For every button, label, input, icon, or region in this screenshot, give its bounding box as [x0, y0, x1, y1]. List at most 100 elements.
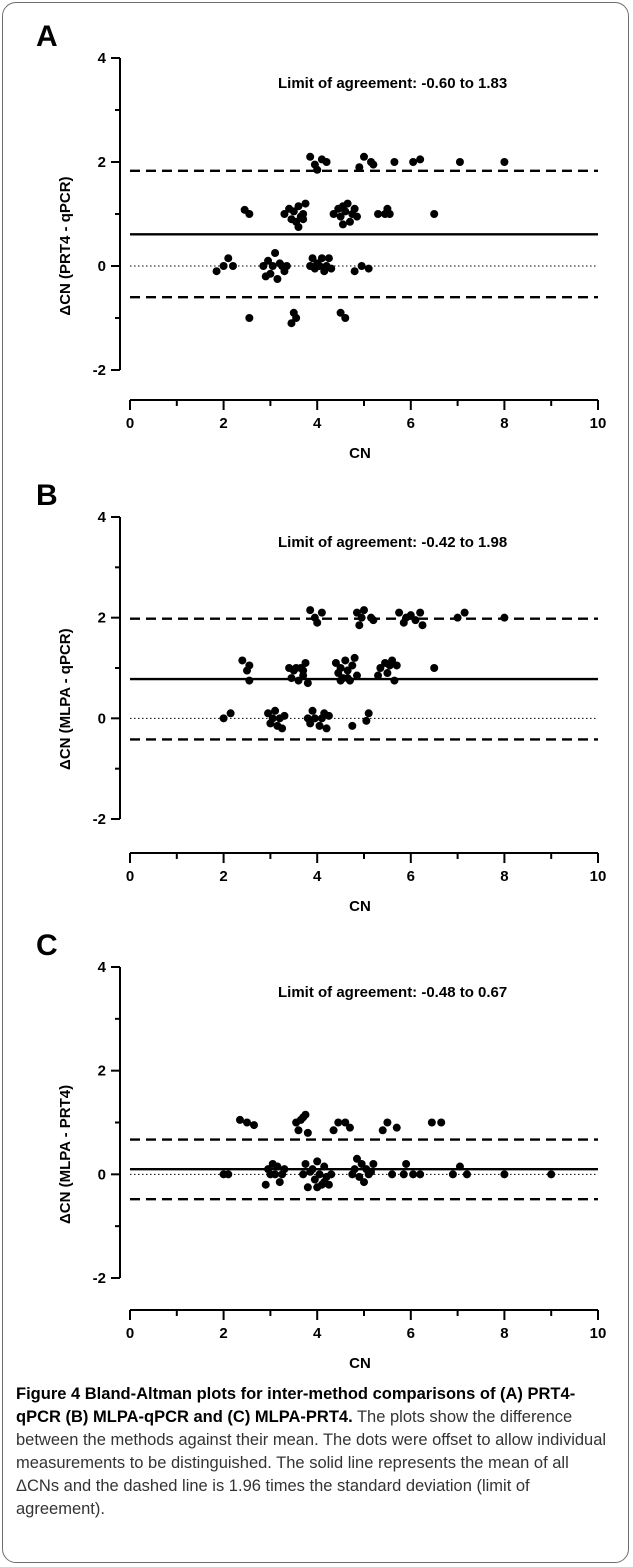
data-point: [287, 674, 296, 683]
data-point: [352, 608, 361, 617]
data-point: [264, 709, 273, 718]
data-point: [350, 267, 359, 276]
x-tick-label: 6: [407, 868, 415, 885]
data-point: [294, 202, 303, 211]
data-point: [411, 616, 420, 625]
data-point: [273, 275, 282, 283]
data-point: [289, 207, 298, 216]
data-point: [336, 664, 345, 672]
data-point: [341, 314, 350, 322]
data-point: [268, 262, 277, 270]
x-tick-label: 6: [407, 1325, 415, 1342]
limit-of-agreement-annotation: Limit of agreement: -0.42 to 1.98: [278, 534, 507, 551]
data-point: [299, 215, 308, 224]
data-point: [278, 724, 287, 733]
x-tick-label: 4: [313, 1325, 322, 1342]
data-point: [294, 676, 303, 685]
data-point: [427, 1118, 436, 1127]
y-axis-title: ΔCN (PRT4 - qPCR): [57, 176, 74, 315]
data-point: [364, 264, 373, 273]
data-point: [324, 711, 333, 720]
data-point: [388, 656, 397, 665]
data-point: [364, 709, 373, 718]
data-point: [409, 1170, 418, 1179]
data-point: [357, 262, 366, 270]
x-axis-title: CN: [349, 445, 371, 462]
data-point: [299, 1113, 308, 1122]
data-point: [406, 611, 415, 620]
data-point: [243, 1118, 251, 1127]
data-point: [303, 1183, 312, 1192]
data-point: [299, 666, 308, 675]
data-point: [313, 165, 322, 174]
x-tick-label: 8: [500, 415, 508, 432]
x-tick-label: 10: [590, 1325, 607, 1342]
data-point: [395, 608, 404, 617]
data-point: [378, 1126, 387, 1135]
x-tick-label: 0: [126, 1325, 134, 1342]
data-point: [500, 613, 509, 622]
x-tick-label: 4: [313, 868, 322, 885]
data-point: [301, 658, 310, 667]
figure-caption: Figure 4 Bland-Altman plots for inter-me…: [16, 1383, 616, 1521]
data-point: [294, 1126, 303, 1135]
data-point: [399, 1170, 408, 1179]
x-tick-label: 0: [126, 415, 134, 432]
data-point: [430, 210, 439, 218]
data-point: [343, 666, 352, 675]
data-point: [264, 256, 273, 265]
data-point: [310, 714, 319, 723]
x-tick-label: 10: [590, 868, 607, 885]
data-point: [322, 724, 331, 733]
data-point: [369, 616, 378, 625]
data-point: [416, 155, 425, 164]
data-point: [345, 217, 354, 226]
data-point: [303, 679, 312, 688]
panel-c: C -2 0 2 4 0 2 4 6 8 10 CN ΔCN (MLPA - PRT4) Limit of…: [36, 929, 606, 1372]
data-point: [245, 314, 254, 322]
data-point: [306, 719, 315, 728]
data-point: [301, 1159, 310, 1168]
data-point: [350, 204, 359, 213]
data-point: [212, 267, 221, 276]
y-tick-label: 4: [98, 50, 107, 67]
data-point: [224, 1170, 233, 1179]
data-point: [392, 1123, 401, 1132]
data-point: [448, 1170, 457, 1179]
data-point: [320, 1162, 329, 1171]
data-point: [350, 653, 359, 662]
data-point: [322, 158, 331, 166]
data-point: [250, 1121, 259, 1130]
data-point: [360, 606, 368, 615]
y-tick-label: 0: [98, 710, 106, 727]
data-point: [320, 1178, 329, 1187]
data-point: [245, 676, 254, 685]
data-point: [352, 1154, 361, 1163]
data-point: [348, 661, 357, 670]
y-axis-title: ΔCN (MLPA - qPCR): [57, 628, 74, 770]
data-point: [355, 163, 364, 172]
data-point: [271, 1170, 280, 1179]
data-point: [315, 721, 324, 730]
data-point: [245, 661, 254, 670]
data-point: [301, 199, 310, 208]
data-point: [266, 269, 275, 278]
data-point: [280, 210, 289, 218]
data-point: [245, 210, 254, 218]
y-tick-label: 2: [98, 610, 106, 627]
y-tick-label: -2: [93, 362, 106, 379]
data-point: [409, 158, 418, 166]
data-point: [383, 1118, 392, 1127]
y-tick-label: -2: [93, 811, 106, 828]
data-point: [547, 1170, 556, 1179]
x-tick-label: 0: [126, 868, 134, 885]
data-point: [287, 319, 296, 328]
limit-of-agreement-annotation: Limit of agreement: -0.60 to 1.83: [278, 75, 507, 92]
data-point: [313, 618, 322, 627]
y-axis-title: ΔCN (MLPA - PRT4): [57, 1085, 74, 1224]
data-point: [500, 158, 509, 166]
x-tick-label: 8: [500, 1325, 508, 1342]
data-point: [317, 254, 326, 263]
data-point: [369, 160, 378, 169]
data-point: [385, 210, 394, 218]
